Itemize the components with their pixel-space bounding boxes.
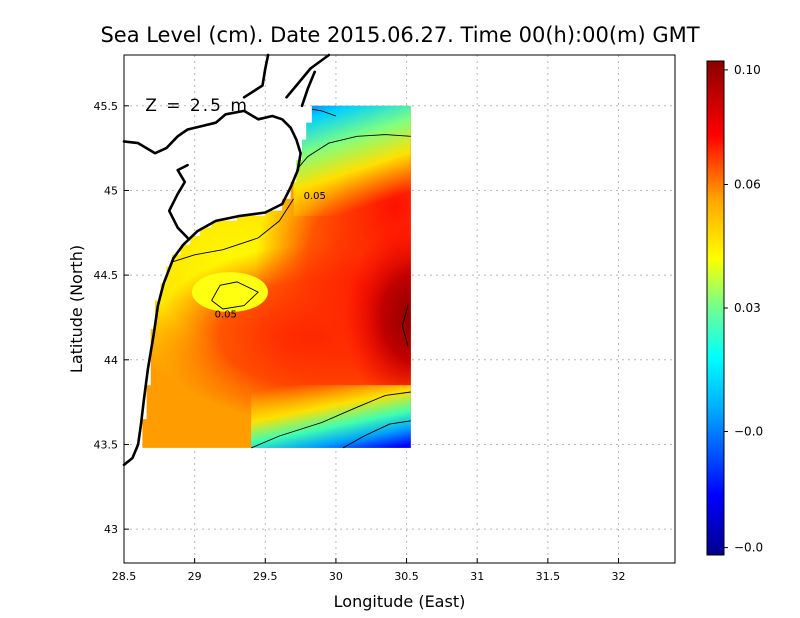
field-south-gradient: [251, 385, 411, 448]
colorbar-tick-label-2: 0.06: [734, 178, 761, 192]
x-axis-ticks: 28.5 29 29.5 30 30.5 31 31.5 32: [112, 558, 625, 583]
contour-local-min: [211, 281, 259, 310]
coastline-danube-1: [242, 53, 270, 99]
contour-core: [401, 305, 409, 347]
contour-label-1: 0.05: [304, 191, 326, 202]
colorbar-tick-label-3: 0.03: [734, 301, 761, 315]
x-tick-label-30: 30: [329, 570, 343, 583]
contour-lines: 0.05 0.05: [173, 108, 411, 449]
colorbar-tick-label-5: −0.0: [734, 541, 763, 555]
contour-south: [251, 391, 411, 449]
y-tick-label-44: 44: [104, 354, 118, 367]
x-tick-label-31: 31: [470, 570, 484, 583]
x-tick-label-28.5: 28.5: [112, 570, 137, 583]
x-tick-label-31.5: 31.5: [536, 570, 561, 583]
coastline-main: [122, 109, 302, 467]
x-axis-label: Longitude (East): [334, 592, 466, 611]
y-tick-label-45: 45: [104, 184, 118, 197]
x-tick-label-29.5: 29.5: [253, 570, 278, 583]
field-local-min: [191, 272, 268, 313]
y-tick-label-45.5: 45.5: [94, 100, 119, 113]
x-tick-label-29: 29: [188, 570, 202, 583]
coastline-lagoon: [167, 163, 189, 240]
y-tick-label-43: 43: [104, 523, 118, 536]
field-north-gradient: [293, 105, 411, 216]
y-tick-label-43.5: 43.5: [94, 438, 119, 451]
contour-north: [296, 134, 411, 171]
y-tick-label-44.5: 44.5: [94, 269, 119, 282]
depth-annotation: Z = 2.5 m: [145, 96, 249, 116]
field-max-core: [343, 222, 411, 413]
coastline-danube-2: [285, 53, 331, 99]
plot-area: 0.05 0.05 28.5 29 29.5 30 30.5 31 31.5 32 43 43.5…: [94, 53, 676, 583]
y-axis-label: Latitude (North): [67, 245, 86, 373]
contour-label-2: 0.05: [215, 309, 237, 320]
contour-west-coast: [173, 198, 294, 263]
colorbar-tick-label-4: −0.0: [734, 425, 763, 439]
contour-southeast: [342, 420, 411, 449]
coastline: [122, 53, 331, 467]
colorbar: 0.10 0.06 0.03 −0.0 −0.0: [706, 60, 763, 556]
x-tick-label-32: 32: [611, 570, 625, 583]
chart-title: Sea Level (cm). Date 2015.06.27. Time 00…: [100, 23, 699, 47]
y-axis-ticks: 43 43.5 44 44.5 45 45.5: [94, 100, 129, 536]
coastline-danube-3: [300, 70, 316, 108]
contour-north-corner: [311, 108, 337, 117]
x-tick-label-30.5: 30.5: [394, 570, 419, 583]
sea-level-field: [142, 105, 411, 448]
colorbar-tick-label-1: 0.10: [734, 63, 761, 77]
